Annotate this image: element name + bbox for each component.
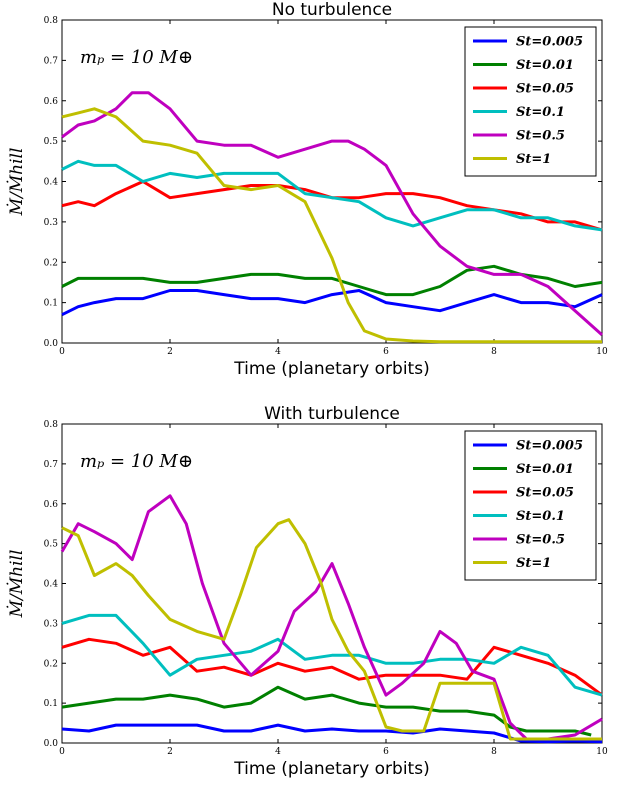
legend-label-st-0-005: St=0.005 [516, 439, 583, 454]
x-tick-label: 4 [275, 347, 281, 357]
y-tick-label: 0.6 [44, 97, 59, 107]
y-tick-label: 0.0 [44, 739, 59, 749]
x-tick-label: 2 [167, 347, 173, 357]
y-tick-label: 0.3 [44, 218, 59, 228]
legend-box [464, 430, 597, 581]
series-line-st-0-5 [61, 91, 604, 337]
legend-label-st-0-1: St=0.1 [516, 105, 565, 120]
y-tick-label: 0.5 [44, 137, 59, 147]
series-line-st-0-1 [61, 613, 603, 697]
series-line-st-1 [61, 518, 602, 741]
legend-box [464, 26, 597, 177]
legend: St=0.005 St=0.01 St=0.05 St=0.1 St=0.5 St=1 [464, 430, 597, 581]
y-tick-label: 0.1 [44, 699, 58, 709]
series-line-st-0-1 [61, 159, 603, 232]
x-tick-label: 8 [491, 347, 497, 357]
y-tick-label: 0.1 [44, 299, 58, 309]
y-tick-label: 0.5 [44, 540, 59, 550]
y-tick-label: 0.2 [44, 659, 58, 669]
legend-label-st-1: St=1 [516, 556, 551, 571]
x-tick-label: 0 [59, 747, 65, 757]
series-line-st-0-01 [61, 264, 603, 297]
x-tick-label: 0 [59, 347, 65, 357]
y-tick-label: 0.3 [44, 619, 59, 629]
legend-label-st-0-01: St=0.01 [516, 462, 574, 477]
y-axis-label: Ṁ/Ṁhill [6, 550, 27, 619]
y-axis-label: Ṁ/Ṁhill [6, 148, 27, 217]
series-line-st-1 [61, 107, 602, 344]
chart-title: No turbulence [272, 0, 392, 20]
series-line-st-0-05 [61, 180, 603, 232]
legend-label-st-0-5: St=0.5 [516, 129, 565, 144]
y-tick-label: 0.2 [44, 258, 58, 268]
y-tick-label: 0.7 [44, 460, 59, 470]
x-tick-label: 10 [596, 747, 608, 757]
mass-annotation: mₚ = 10 M⊕ [80, 47, 193, 68]
x-tick-label: 6 [383, 747, 389, 757]
panel-no-turbulence: 0 2 4 6 8 10 0.0 0.1 0.2 0.3 0.4 0.5 0.6 0.7 0.8 No tur… [6, 0, 608, 379]
legend-label-st-0-005: St=0.005 [516, 35, 583, 50]
y-tick-label: 0.8 [44, 16, 59, 26]
x-tick-label: 6 [383, 347, 389, 357]
y-tick-label: 0.6 [44, 500, 59, 510]
x-tick-label: 10 [596, 347, 608, 357]
x-axis-label: Time (planetary orbits) [233, 359, 429, 379]
legend-label-st-1: St=1 [516, 152, 551, 167]
legend-label-st-0-05: St=0.05 [516, 82, 574, 97]
legend-label-st-0-05: St=0.05 [516, 486, 574, 501]
y-tick-label: 0.4 [44, 580, 59, 590]
x-tick-label: 4 [275, 747, 281, 757]
chart-title: With turbulence [264, 404, 400, 424]
y-tick-label: 0.4 [44, 178, 59, 188]
y-tick-label: 0.8 [44, 420, 59, 430]
legend-label-st-0-1: St=0.1 [516, 509, 565, 524]
panel-with-turbulence: 0 2 4 6 8 10 0.0 0.1 0.2 0.3 0.4 0.5 0.6 0.7 0.8 With t… [6, 404, 608, 779]
x-tick-label: 8 [491, 747, 497, 757]
legend-label-st-0-5: St=0.5 [516, 533, 565, 548]
x-tick-label: 2 [167, 747, 173, 757]
series-line-st-0-005 [61, 289, 603, 317]
mass-annotation: mₚ = 10 M⊕ [80, 451, 193, 472]
legend-label-st-0-01: St=0.01 [516, 58, 574, 73]
y-tick-label: 0.0 [44, 339, 59, 349]
x-axis-label: Time (planetary orbits) [233, 759, 429, 779]
y-tick-label: 0.7 [44, 56, 59, 66]
series-line-st-0-5 [60, 494, 603, 741]
legend: St=0.005 St=0.01 St=0.05 St=0.1 St=0.5 St=1 [464, 26, 597, 177]
